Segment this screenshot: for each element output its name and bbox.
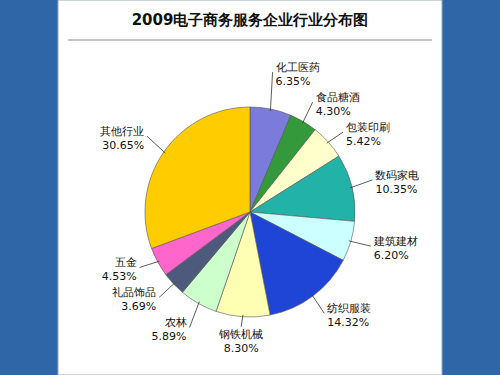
slice-label: 农林5.89% — [152, 316, 187, 343]
slice-label: 数码家电10.35% — [375, 169, 419, 196]
slice-label: 礼品饰品3.69% — [112, 286, 156, 313]
slice-label: 建筑建材6.20% — [373, 235, 418, 262]
leader-line — [241, 315, 243, 327]
value-label: 5.89% — [152, 330, 187, 343]
leader-lines — [140, 72, 373, 327]
category-label: 食品糖酒 — [316, 91, 360, 104]
slice-label: 其他行业30.65% — [100, 125, 144, 152]
value-label: 8.30% — [224, 342, 259, 355]
category-label: 钢铁机械 — [218, 328, 263, 341]
category-label: 农林 — [165, 316, 187, 329]
leader-line — [350, 180, 372, 188]
leader-line — [302, 102, 312, 123]
leader-line — [327, 132, 343, 143]
chart-svg: 2009电子商务服务企业行业分布图化工医药6.35%食品糖酒4.30%包装印刷5… — [0, 0, 500, 375]
value-label: 6.20% — [374, 249, 409, 262]
value-label: 3.69% — [121, 300, 156, 313]
category-label: 数码家电 — [375, 169, 419, 182]
slices — [145, 107, 355, 317]
value-label: 14.32% — [327, 316, 369, 329]
slice-label: 食品糖酒4.30% — [316, 91, 360, 118]
leader-line — [190, 302, 200, 328]
category-label: 包装印刷 — [346, 121, 390, 134]
value-label: 4.30% — [316, 105, 351, 118]
category-label: 五金 — [115, 256, 137, 269]
leader-line — [312, 294, 325, 313]
value-label: 4.53% — [102, 270, 137, 283]
pie-slice — [250, 156, 355, 221]
background — [0, 0, 500, 375]
value-label: 5.42% — [346, 135, 381, 148]
value-label: 6.35% — [276, 75, 311, 88]
category-label: 纺织服装 — [327, 302, 371, 315]
leader-line — [349, 241, 371, 246]
chart-title: 2009电子商务服务企业行业分布图 — [132, 11, 369, 29]
slice-label: 化工医药6.35% — [276, 61, 320, 88]
category-label: 建筑建材 — [373, 235, 418, 248]
category-label: 礼品饰品 — [112, 286, 156, 299]
leader-line — [140, 261, 160, 267]
panel — [58, 0, 442, 375]
slice-label: 纺织服装14.32% — [327, 302, 371, 329]
slice-label: 五金4.53% — [102, 256, 137, 283]
category-label: 其他行业 — [100, 125, 144, 138]
value-label: 10.35% — [375, 183, 417, 196]
category-label: 化工医药 — [276, 61, 320, 74]
leader-line — [159, 283, 175, 298]
pie-slice — [145, 107, 250, 248]
data-labels: 化工医药6.35% 食品糖酒4.30% 包装印刷5.42% 数码家电10.35% 建筑建… — [100, 61, 419, 355]
leader-line — [270, 72, 272, 111]
slice-label: 钢铁机械8.30% — [218, 328, 263, 355]
value-label: 30.65% — [102, 139, 144, 152]
chart-root: 2009电子商务服务企业行业分布图化工医药6.35%食品糖酒4.30%包装印刷5… — [0, 0, 500, 375]
slice-label: 包装印刷5.42% — [346, 121, 390, 148]
leader-line — [147, 136, 165, 153]
title-rule — [68, 40, 432, 41]
